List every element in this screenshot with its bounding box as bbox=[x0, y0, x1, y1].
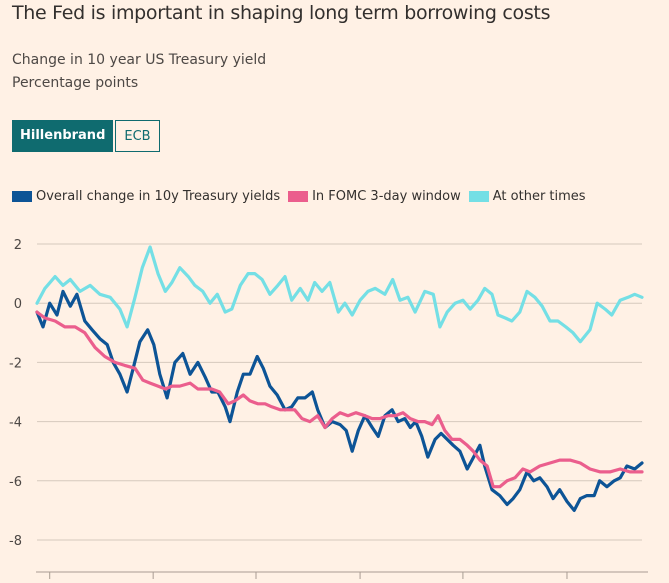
legend-swatch-overall bbox=[12, 191, 32, 202]
x-axis bbox=[36, 571, 648, 579]
line-chart: 2 0 -2 -4 -6 -8 bbox=[9, 238, 648, 579]
chart-legend: Overall change in 10y Treasury yields In… bbox=[12, 189, 594, 204]
y-axis-labels: 2 0 -2 -4 -6 -8 bbox=[9, 238, 22, 549]
legend-item-other-times: At other times bbox=[468, 189, 586, 204]
legend-item-fomc: In FOMC 3-day window bbox=[288, 189, 461, 204]
tab-hillenbrand[interactable]: Hillenbrand bbox=[12, 120, 114, 152]
series-line-at-other-times bbox=[35, 245, 644, 344]
y-tick-label: 2 bbox=[14, 238, 22, 253]
series-line-in-fomc-3-day-window bbox=[35, 310, 644, 489]
legend-swatch-fomc bbox=[288, 191, 309, 202]
view-toggle: Hillenbrand ECB bbox=[12, 120, 160, 152]
subtitle-measure: Change in 10 year US Treasury yield bbox=[12, 52, 267, 68]
legend-item-overall: Overall change in 10y Treasury yields bbox=[12, 189, 280, 204]
tab-ecb[interactable]: ECB bbox=[115, 120, 160, 152]
series-lines bbox=[35, 245, 644, 512]
y-tick-label: -8 bbox=[9, 534, 22, 549]
y-tick-label: -6 bbox=[9, 475, 22, 490]
legend-label-other-times: At other times bbox=[492, 189, 586, 204]
y-tick-label: 0 bbox=[14, 297, 22, 312]
gridlines bbox=[37, 243, 642, 541]
legend-label-fomc: In FOMC 3-day window bbox=[312, 189, 461, 204]
y-tick-label: -2 bbox=[9, 356, 22, 371]
series-line-overall-change-in-10y-treasury-yields bbox=[35, 289, 644, 512]
legend-label-overall: Overall change in 10y Treasury yields bbox=[36, 189, 281, 204]
chart-title: The Fed is important in shaping long ter… bbox=[12, 2, 551, 24]
subtitle-units: Percentage points bbox=[12, 75, 139, 91]
chart-subtitle: Change in 10 year US Treasury yield Perc… bbox=[12, 49, 266, 95]
legend-swatch-other-times bbox=[468, 191, 489, 202]
y-tick-label: -4 bbox=[9, 416, 22, 431]
